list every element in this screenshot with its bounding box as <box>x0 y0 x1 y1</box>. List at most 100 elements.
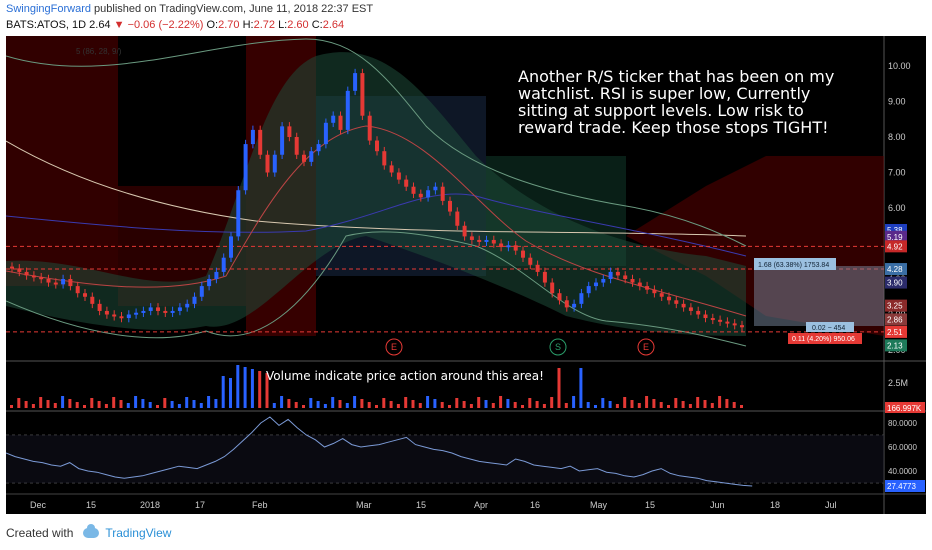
volume-bar <box>280 396 284 408</box>
candle-body <box>418 193 423 198</box>
price-label: 5.38 <box>887 226 903 235</box>
candle-body <box>426 190 431 198</box>
candle-body <box>46 279 51 283</box>
price-label: 3.25 <box>887 302 903 311</box>
price-label: 3.90 <box>887 279 903 288</box>
volume-bar <box>484 400 488 408</box>
candle-body <box>192 296 197 304</box>
candle-body <box>17 268 22 272</box>
candle-body <box>455 211 460 226</box>
chart-area[interactable]: 1.68 (63.38%) 1753.84 0.02 − 454 0.11 (4.2… <box>6 36 926 514</box>
price-label: 2.51 <box>887 328 903 337</box>
price-label-bg <box>885 325 907 338</box>
close-value: 2.64 <box>322 19 345 31</box>
volume-bar <box>250 369 254 408</box>
tradingview-brand-link[interactable]: TradingView <box>105 526 172 540</box>
price-label-bg <box>885 339 907 352</box>
volume-bar <box>725 399 729 408</box>
volume-bar <box>594 405 597 408</box>
candle-body <box>177 307 182 311</box>
price-axis-tick: 6.00 <box>888 203 906 213</box>
volume-bar <box>331 397 335 408</box>
measure-box-upper <box>754 266 884 326</box>
rsi-band <box>6 435 884 483</box>
candle-body <box>243 144 248 191</box>
volume-bar <box>214 399 218 408</box>
price-label: 5.19 <box>887 233 903 242</box>
volume-bar <box>652 399 656 408</box>
bollinger-band-area <box>6 52 746 336</box>
rsi-label-bg <box>885 480 925 492</box>
volume-bar <box>112 397 116 408</box>
volume-bar <box>535 401 539 408</box>
volume-bar <box>623 397 627 408</box>
candle-body <box>287 126 292 137</box>
volume-annotation: Volume indicate price action around this… <box>266 369 544 383</box>
volume-bar <box>608 401 612 408</box>
volume-bar <box>615 404 619 408</box>
candle-body <box>499 243 504 248</box>
candle-body <box>97 303 102 311</box>
volume-bar <box>97 401 101 408</box>
candle-body <box>10 266 14 269</box>
candle-body <box>469 236 474 240</box>
candle-body <box>126 314 131 319</box>
high-label: H: <box>242 19 254 31</box>
rsi-axis-tick: 60.0000 <box>888 443 917 452</box>
volume-bar <box>506 399 510 408</box>
volume-bar <box>302 405 305 408</box>
earnings-marker <box>549 338 567 356</box>
volume-bar <box>572 396 576 408</box>
volume-bar <box>550 397 554 408</box>
candle-body <box>90 296 95 304</box>
volume-bar <box>521 405 524 408</box>
price-axis-tick: 10.00 <box>888 61 911 71</box>
volume-bar <box>477 397 481 408</box>
author-link[interactable]: SwingingForward <box>6 3 91 15</box>
time-axis-tick: 15 <box>645 500 655 510</box>
candle-body <box>652 289 657 294</box>
candle-body <box>199 286 204 297</box>
open-value: 2.70 <box>218 19 240 31</box>
candle-body <box>250 129 255 145</box>
time-axis-tick: 16 <box>530 500 540 510</box>
candle-body <box>411 186 416 194</box>
volume-bar <box>39 397 43 408</box>
open-label: O: <box>206 19 219 31</box>
candle-body <box>740 325 744 328</box>
candle-body <box>674 300 679 304</box>
volume-label: 166.997K <box>887 404 922 413</box>
candle-body <box>594 282 598 287</box>
price-axis-tick: 9.00 <box>888 97 906 107</box>
volume-bar <box>287 399 291 408</box>
volume-label-bg <box>885 402 925 413</box>
volume-bar <box>345 403 349 408</box>
time-axis-tick: Jun <box>710 500 725 510</box>
volume-bar <box>207 396 211 408</box>
candle-body <box>462 225 467 237</box>
candle-body <box>703 314 708 319</box>
volume-bar <box>119 400 123 408</box>
volume-bar <box>440 402 444 408</box>
candle-body <box>433 186 438 191</box>
candle-body <box>542 271 547 283</box>
volume-bar <box>367 402 371 408</box>
chart-canvas[interactable]: 1.68 (63.38%) 1753.84 0.02 − 454 0.11 (4.2… <box>6 36 926 514</box>
candle-body <box>119 316 124 319</box>
volume-bar <box>718 396 722 408</box>
candle-body <box>141 310 146 313</box>
volume-bar <box>10 405 13 408</box>
rsi-label: 27.4773 <box>887 482 916 491</box>
volume-bar <box>491 403 495 408</box>
candle-body <box>572 303 577 308</box>
price-label-bg <box>885 230 907 243</box>
candle-body <box>696 310 701 315</box>
measure-label-upper: 1.68 (63.38%) 1753.84 <box>758 262 829 269</box>
candle-body <box>564 300 569 308</box>
earnings-marker <box>637 338 655 356</box>
candle-body <box>623 275 628 279</box>
price-change: ▼ −0.06 (−2.22%) <box>113 19 204 31</box>
created-with-text: Created with <box>6 526 74 540</box>
candle-body <box>528 257 533 265</box>
low-value: 2.60 <box>287 19 309 31</box>
